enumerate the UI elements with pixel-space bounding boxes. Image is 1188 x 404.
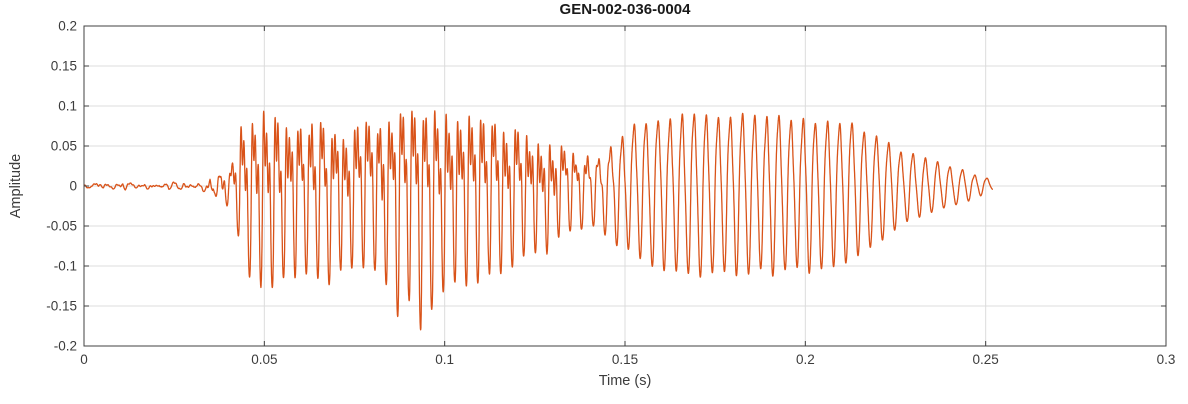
- y-tick-label: 0.1: [58, 99, 77, 114]
- y-tick-label: 0: [69, 179, 77, 194]
- y-tick-label: 0.15: [51, 59, 77, 74]
- x-axis-label: Time (s): [598, 373, 652, 389]
- y-tick-label: 0.05: [51, 139, 77, 154]
- x-tick-label: 0.1: [435, 352, 454, 367]
- y-tick-label: -0.1: [54, 259, 77, 274]
- x-tick-label: 0: [80, 352, 88, 367]
- y-tick-label: -0.2: [54, 339, 77, 354]
- waveform-line: [83, 110, 994, 331]
- y-axis-label: Amplitude: [8, 153, 24, 219]
- x-tick-label: 0.3: [1157, 352, 1176, 367]
- chart-title: GEN-002-036-0004: [559, 1, 691, 18]
- y-tick-label: -0.15: [46, 299, 77, 314]
- y-tick-label: -0.05: [46, 219, 77, 234]
- x-tick-label: 0.25: [973, 352, 999, 367]
- x-tick-label: 0.15: [612, 352, 638, 367]
- x-tick-label: 0.05: [251, 352, 277, 367]
- x-tick-label: 0.2: [796, 352, 815, 367]
- y-tick-label: 0.2: [58, 19, 77, 34]
